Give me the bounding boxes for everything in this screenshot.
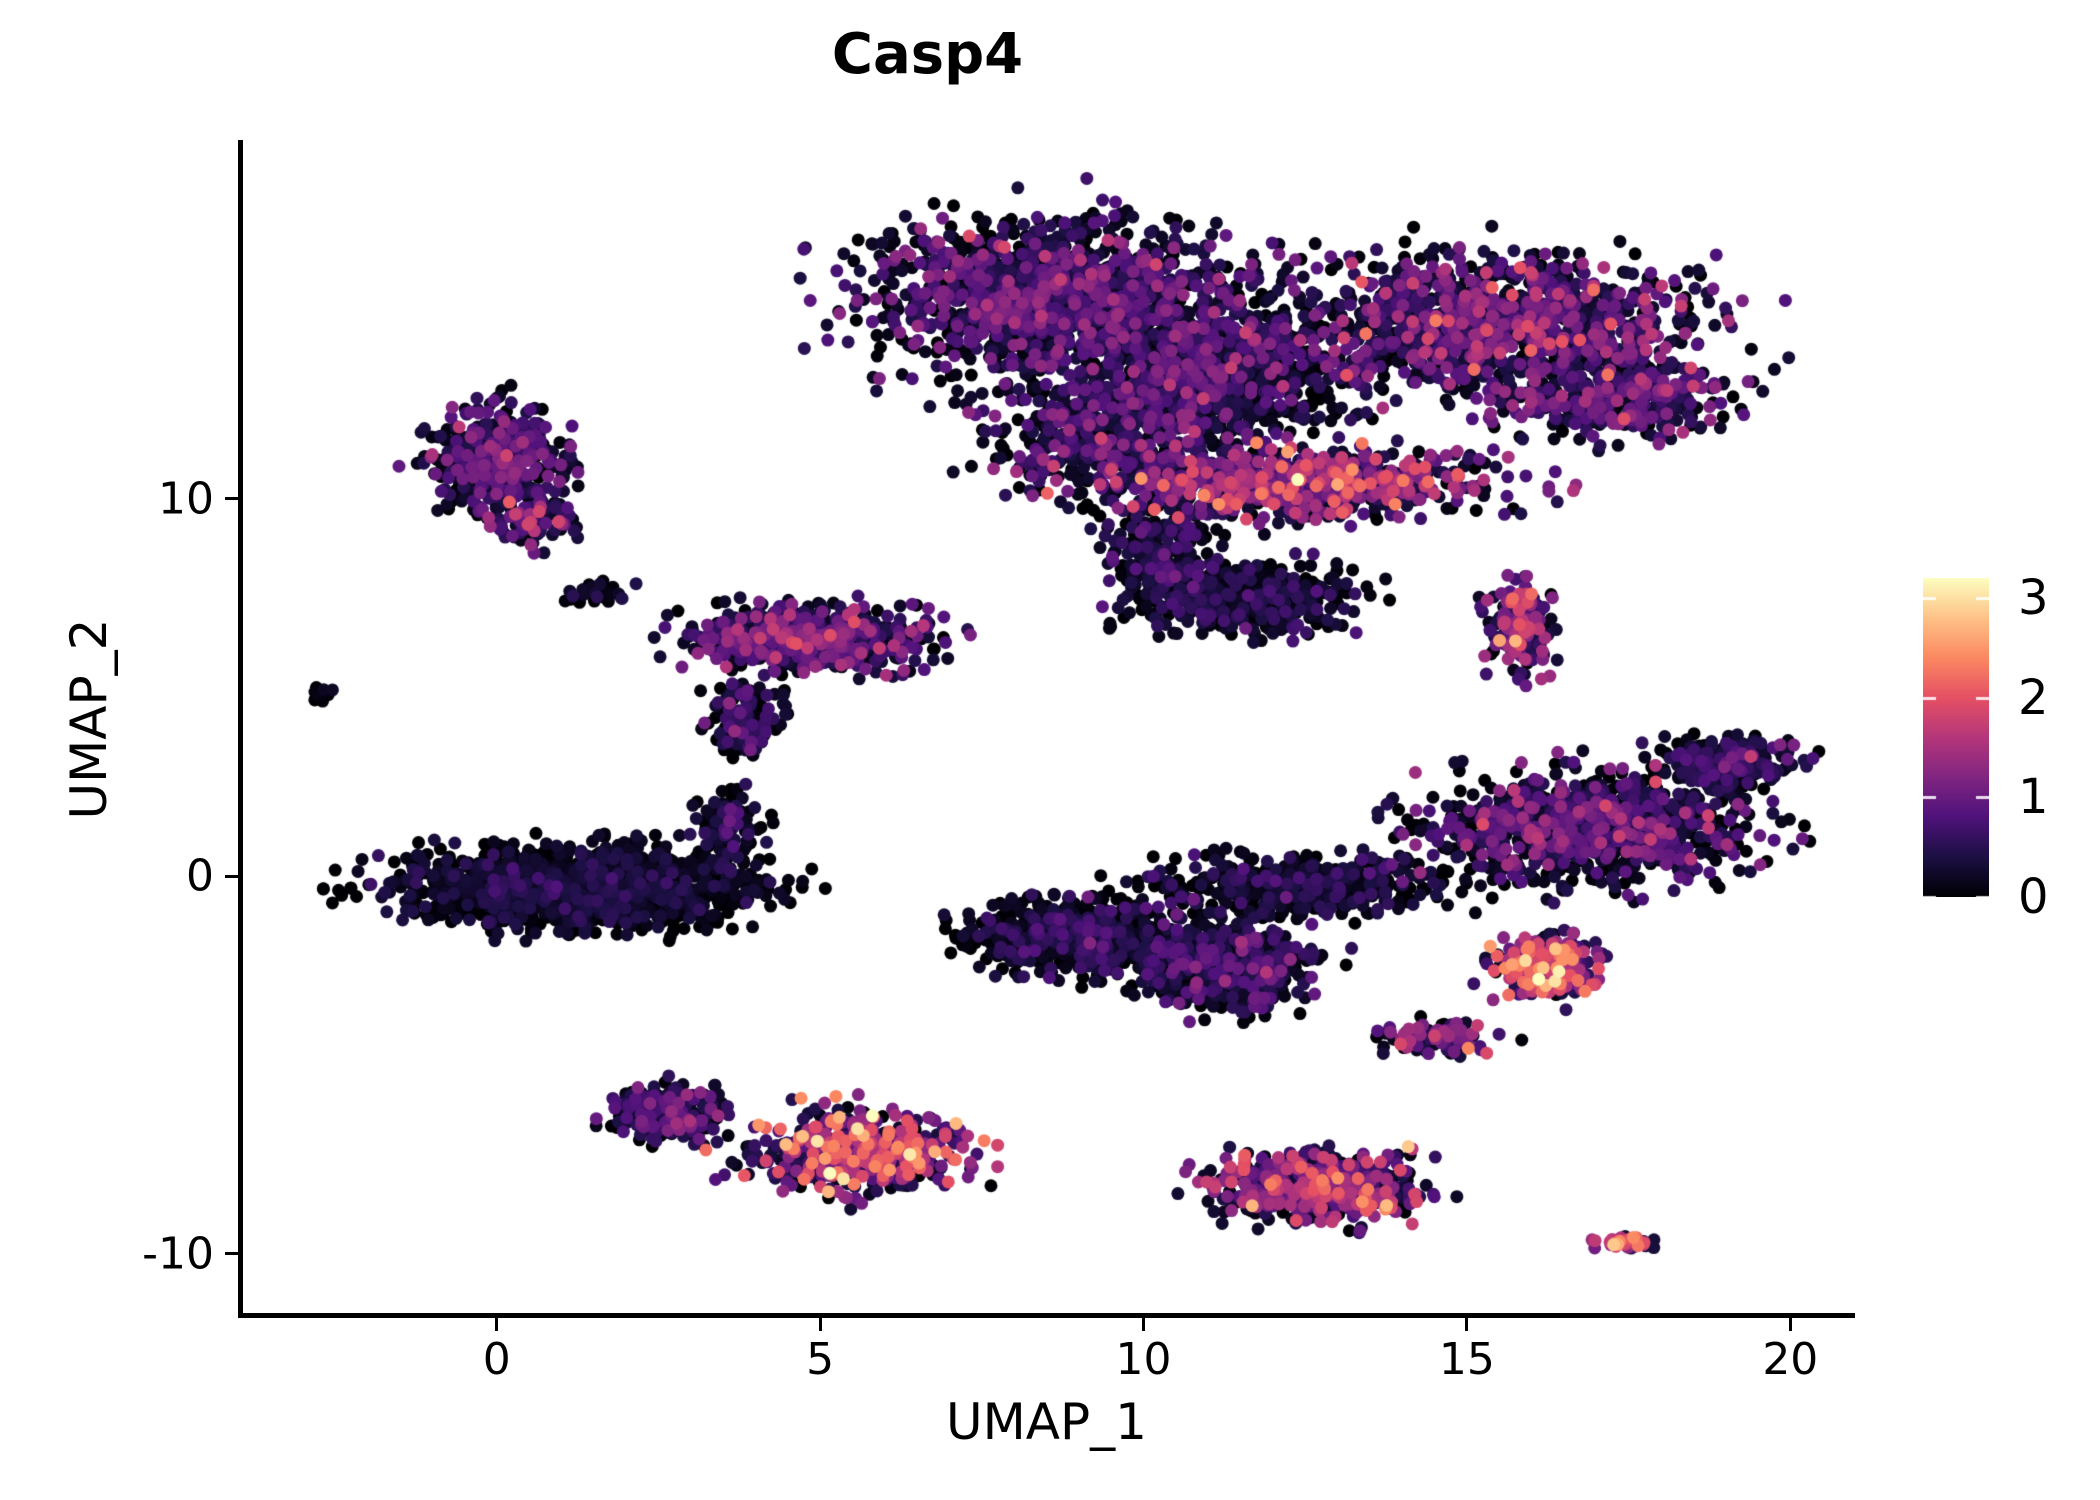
x-tick-label: 10 [1115,1334,1172,1385]
x-tick-label: 5 [806,1334,835,1385]
x-tick-label: 15 [1438,1334,1495,1385]
y-tick-mark [225,1252,238,1256]
y-tick-label: 0 [186,850,214,902]
x-tick-mark [818,1318,822,1331]
x-tick-label: 0 [482,1334,511,1385]
x-tick-label: 20 [1762,1334,1819,1385]
colorbar-tick-label: 3 [2018,569,2049,626]
y-tick-mark [225,497,238,501]
colorbar-tick-label: 2 [2018,669,2049,726]
y-tick-label: -10 [142,1228,214,1280]
x-tick-mark [495,1318,499,1331]
axis-spine-left [238,140,243,1318]
x-axis-label: UMAP_1 [946,1393,1147,1451]
x-tick-mark [1465,1318,1469,1331]
colorbar-tick-label: 0 [2018,869,2049,925]
plot-axes [238,140,1855,1318]
x-tick-mark [1142,1318,1146,1331]
colorbar [1923,578,1989,897]
colorbar-tick-label: 1 [2018,769,2049,826]
scatter-plot-canvas [238,140,1855,1318]
y-axis-label: UMAP_2 [60,618,118,820]
y-tick-label: 10 [158,473,214,525]
page-title: Casp4 [831,22,1024,87]
x-tick-mark [1788,1318,1792,1331]
y-tick-mark [225,874,238,878]
axis-spine-bottom [238,1313,1855,1318]
colorbar-gradient [1923,578,1989,897]
